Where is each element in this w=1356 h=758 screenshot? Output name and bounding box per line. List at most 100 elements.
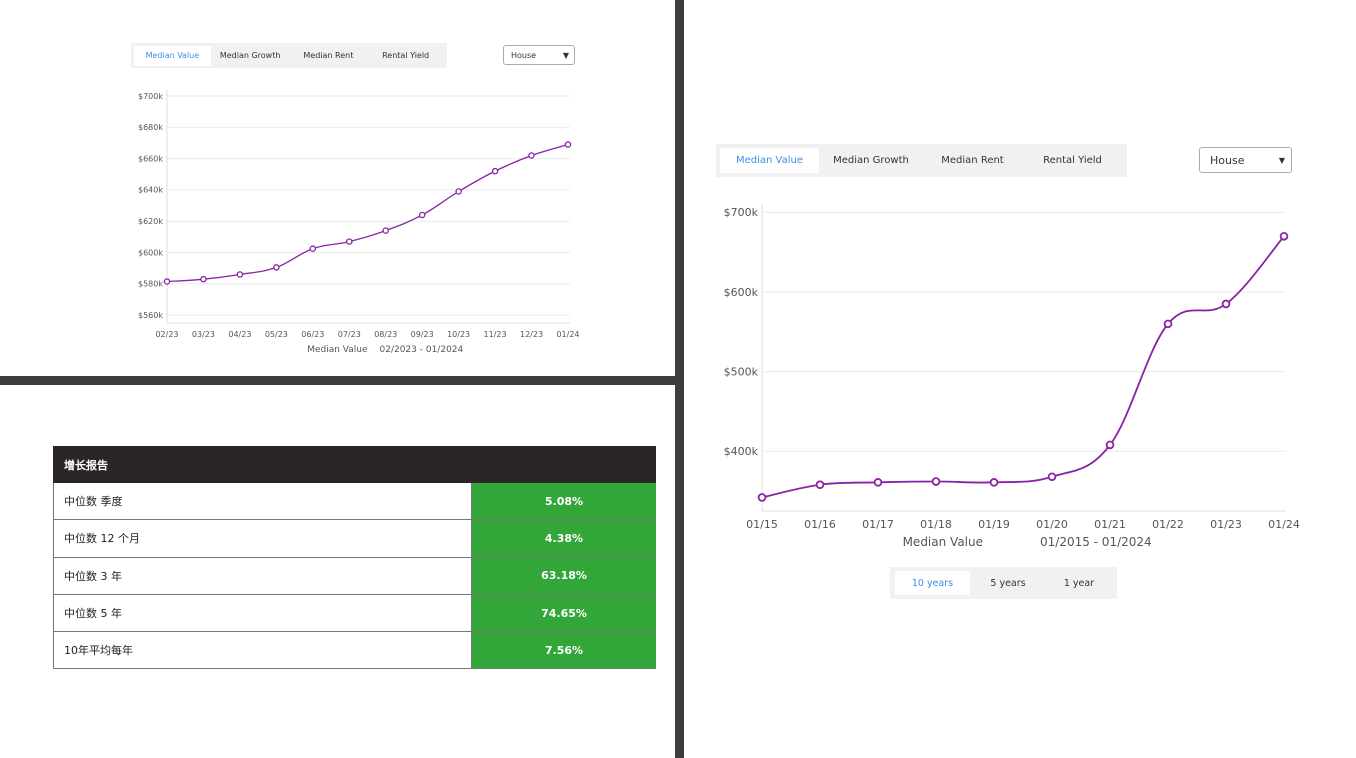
y-tick-label: $680k <box>138 123 163 132</box>
metric-tabs-small: Median Value Median Growth Median Rent R… <box>131 43 447 68</box>
y-tick-label: $600k <box>724 286 759 299</box>
x-tick-label: 04/23 <box>228 330 251 339</box>
chevron-down-icon: ▼ <box>1278 155 1285 165</box>
data-point <box>873 478 883 487</box>
series-line <box>166 143 569 283</box>
tab-rental-yield[interactable]: Rental Yield <box>1043 155 1102 166</box>
y-tick-label: $600k <box>138 248 163 257</box>
data-point <box>564 141 572 148</box>
x-axis-label: Median Value <box>903 535 983 549</box>
median-value-chart-1yr: $560k $580k $600k $620k $640k $660k $680k $700k… <box>138 90 580 355</box>
data-point <box>931 477 941 486</box>
property-type-value: House <box>511 50 537 60</box>
x-tick-label: 11/23 <box>484 330 507 339</box>
property-type-select[interactable]: House ▼ <box>1199 147 1292 173</box>
row-value: 74.65% <box>472 594 656 632</box>
row-label: 10年平均每年 <box>53 632 472 669</box>
data-point <box>455 188 462 195</box>
x-tick-label: 01/20 <box>1036 518 1068 531</box>
tab-median-rent[interactable]: Median Rent <box>303 51 354 60</box>
x-tick-label: 01/23 <box>1210 518 1242 531</box>
row-value: 4.38% <box>472 520 656 557</box>
property-type-value: House <box>1210 153 1245 167</box>
chevron-down-icon: ▼ <box>562 50 569 60</box>
data-point <box>200 275 207 283</box>
data-point <box>163 278 171 285</box>
y-tick-label: $700k <box>138 92 163 101</box>
growth-report-table: 增长报告 中位数 季度 5.08% 中位数 12 个月 4.38% 中位数 3 … <box>53 446 656 670</box>
horizontal-divider <box>0 376 675 385</box>
range-10-years[interactable]: 10 years <box>895 571 970 595</box>
median-value-chart-10yr: $400k $500k $600k $700k 01/15 01/16 01/17 01/18… <box>724 204 1300 549</box>
y-tick-label: $500k <box>724 365 759 378</box>
row-label: 中位数 3 年 <box>53 557 472 594</box>
y-tick-label: $560k <box>138 311 163 320</box>
period-label: 01/2015 - 01/2024 <box>1040 535 1152 549</box>
table-row: 中位数 12 个月 4.38% <box>53 520 656 558</box>
y-tick-label: $400k <box>724 445 759 458</box>
data-point <box>491 167 499 175</box>
x-tick-label: 01/24 <box>1268 518 1300 531</box>
x-tick-label: 01/15 <box>746 518 778 531</box>
x-tick-label: 09/23 <box>411 330 434 339</box>
row-label: 中位数 季度 <box>53 483 472 520</box>
x-tick-label: 01/24 <box>556 330 579 339</box>
data-point <box>528 152 535 159</box>
x-tick-label: 01/19 <box>978 518 1010 531</box>
x-tick-label: 01/22 <box>1152 518 1184 531</box>
x-tick-label: 06/23 <box>301 330 324 339</box>
data-point <box>236 271 244 278</box>
x-tick-label: 08/23 <box>374 330 397 339</box>
table-row: 中位数 季度 5.08% <box>53 483 656 521</box>
data-point <box>757 493 767 502</box>
data-point <box>1047 472 1057 482</box>
table-row: 10年平均每年 7.56% <box>53 632 656 670</box>
property-type-select[interactable]: House ▼ <box>503 45 575 65</box>
period-label: 02/2023 - 01/2024 <box>380 345 464 355</box>
x-tick-label: 02/23 <box>155 330 178 339</box>
range-tabs: 10 years 5 years 1 year <box>890 567 1117 599</box>
data-point <box>815 480 825 490</box>
y-tick-label: $660k <box>138 154 163 163</box>
data-point <box>989 478 999 487</box>
tab-median-growth[interactable]: Median Growth <box>833 155 909 166</box>
x-tick-label: 05/23 <box>265 330 288 339</box>
y-tick-label: $620k <box>138 217 163 226</box>
data-point <box>309 245 317 252</box>
x-axis-label: Median Value <box>307 345 368 355</box>
data-point <box>382 227 389 234</box>
x-tick-label: 12/23 <box>520 330 543 339</box>
data-point <box>346 238 353 245</box>
range-1-year[interactable]: 1 year <box>1063 577 1095 589</box>
x-tick-label: 01/18 <box>920 518 952 531</box>
tab-median-value[interactable]: Median Value <box>134 45 211 66</box>
row-label: 中位数 12 个月 <box>53 520 472 557</box>
x-tick-label: 01/16 <box>804 518 836 531</box>
data-point <box>1221 299 1231 309</box>
row-value: 63.18% <box>472 557 656 594</box>
x-tick-label: 01/17 <box>862 518 894 531</box>
data-point <box>273 264 280 271</box>
table-row: 中位数 5 年 74.65% <box>53 594 656 633</box>
data-point <box>418 211 426 219</box>
tab-rental-yield[interactable]: Rental Yield <box>382 51 430 60</box>
y-tick-label: $580k <box>138 280 163 289</box>
data-point <box>1163 319 1173 329</box>
growth-report-title: 增长报告 <box>53 446 656 483</box>
x-tick-label: 03/23 <box>192 330 215 339</box>
data-point <box>1279 231 1289 241</box>
row-value: 7.56% <box>472 632 656 669</box>
vertical-divider <box>675 0 684 758</box>
tab-median-value[interactable]: Median Value <box>720 148 819 173</box>
row-value: 5.08% <box>472 483 656 520</box>
tab-median-growth[interactable]: Median Growth <box>219 51 281 60</box>
x-tick-label: 07/23 <box>338 330 361 339</box>
x-tick-label: 01/21 <box>1094 518 1126 531</box>
tab-median-rent[interactable]: Median Rent <box>941 155 1004 166</box>
range-5-years[interactable]: 5 years <box>990 577 1026 589</box>
row-label: 中位数 5 年 <box>53 594 472 632</box>
data-point <box>1105 440 1115 450</box>
y-tick-label: $700k <box>724 206 759 219</box>
metric-tabs-large: Median Value Median Growth Median Rent R… <box>716 144 1127 177</box>
table-row: 中位数 3 年 63.18% <box>53 557 656 595</box>
